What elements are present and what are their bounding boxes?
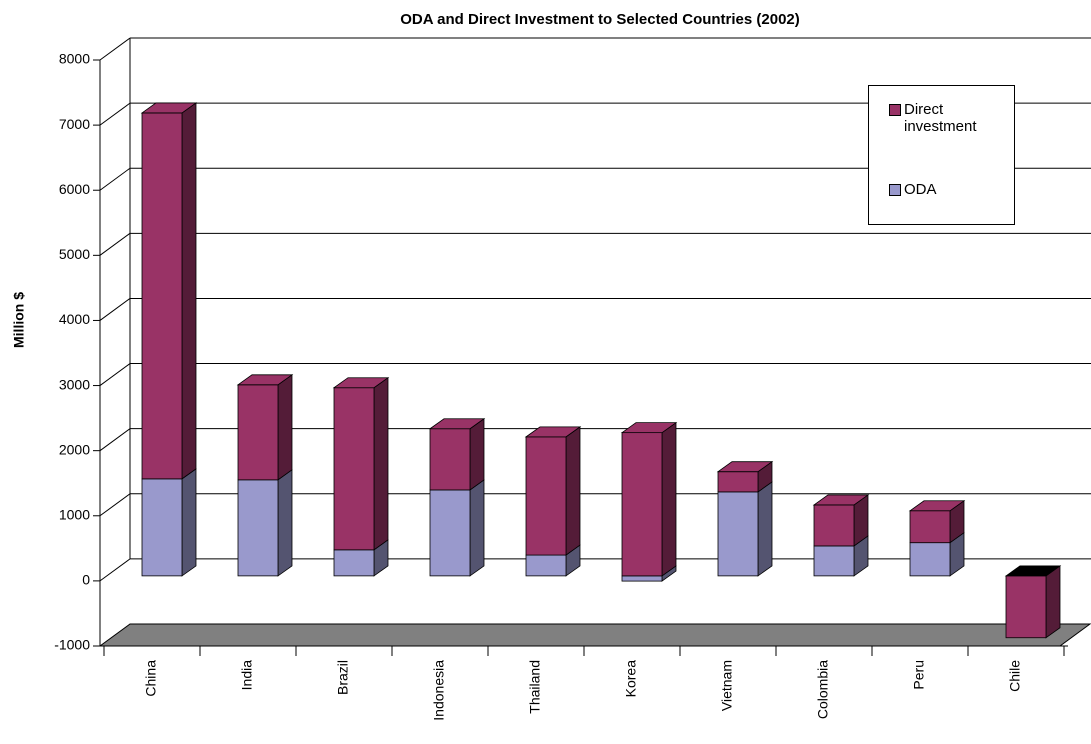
bar-side bbox=[565, 426, 581, 556]
grid-diag bbox=[99, 558, 131, 582]
chart-title: ODA and Direct Investment to Selected Co… bbox=[400, 11, 800, 28]
grid-diag bbox=[99, 232, 131, 256]
bar bbox=[1005, 575, 1047, 639]
bar bbox=[621, 432, 663, 577]
legend-swatch bbox=[889, 104, 901, 116]
bar bbox=[333, 549, 375, 577]
bar bbox=[813, 504, 855, 547]
bar-side bbox=[469, 479, 485, 577]
bar bbox=[141, 112, 183, 480]
x-tick-label: China bbox=[143, 660, 159, 697]
bar-top bbox=[812, 494, 870, 506]
grid-diag bbox=[99, 298, 131, 321]
bar bbox=[525, 554, 567, 577]
grid-diag bbox=[99, 167, 131, 191]
legend-item: ODA bbox=[889, 181, 1009, 198]
bar bbox=[621, 575, 663, 582]
bar bbox=[813, 545, 855, 577]
x-tick-label: Brazil bbox=[335, 660, 351, 695]
legend-item: Direct investment bbox=[889, 101, 1009, 135]
bar-top bbox=[716, 461, 774, 473]
legend-label: ODA bbox=[904, 181, 937, 198]
bar-top bbox=[908, 500, 966, 512]
x-tick-label: Peru bbox=[911, 660, 927, 690]
bar bbox=[429, 489, 471, 577]
bar-side bbox=[181, 102, 197, 480]
x-tick-label: India bbox=[239, 660, 255, 691]
legend: Direct investment ODA bbox=[868, 85, 1015, 225]
bar bbox=[909, 510, 951, 544]
bar-side bbox=[661, 421, 677, 577]
x-tick-label: Colombia bbox=[815, 660, 831, 719]
y-tick-label: 8000 bbox=[59, 51, 90, 67]
y-tick-label: 6000 bbox=[59, 181, 90, 197]
grid-diag bbox=[99, 102, 131, 126]
y-tick-label: 3000 bbox=[59, 376, 90, 392]
grid-diag bbox=[99, 363, 131, 386]
bar bbox=[717, 471, 759, 493]
x-tick-label: Indonesia bbox=[431, 660, 447, 721]
grid-diag bbox=[99, 37, 131, 61]
y-tick-label: 1000 bbox=[59, 506, 90, 522]
x-tick-label: Chile bbox=[1007, 660, 1023, 692]
y-tick-label: 0 bbox=[82, 572, 90, 588]
grid-diag bbox=[99, 428, 131, 452]
bar-top bbox=[620, 422, 678, 434]
y-tick-label: -1000 bbox=[54, 637, 90, 653]
bar-side bbox=[277, 374, 293, 481]
grid-diag bbox=[99, 493, 131, 517]
bar bbox=[717, 491, 759, 577]
legend-swatch bbox=[889, 184, 901, 196]
legend-label: Direct investment bbox=[904, 101, 977, 135]
bar-top bbox=[1004, 565, 1062, 577]
bar-top bbox=[332, 377, 390, 389]
y-tick-label: 5000 bbox=[59, 246, 90, 262]
bar-side bbox=[181, 468, 197, 577]
bar bbox=[525, 436, 567, 556]
bar bbox=[333, 387, 375, 551]
bar-side bbox=[277, 469, 293, 577]
y-tick-label: 7000 bbox=[59, 116, 90, 132]
bar-top bbox=[524, 426, 582, 438]
bar bbox=[141, 478, 183, 577]
bar bbox=[429, 428, 471, 491]
bar-side bbox=[757, 481, 773, 577]
bar-side bbox=[373, 376, 389, 551]
floor bbox=[98, 623, 1091, 647]
bar-side bbox=[469, 417, 485, 491]
bar bbox=[909, 542, 951, 577]
bar-top bbox=[236, 374, 294, 386]
y-tick-label: 2000 bbox=[59, 441, 90, 457]
y-axis-label: Million $ bbox=[11, 292, 27, 348]
x-tick-label: Thailand bbox=[527, 660, 543, 714]
x-tick-label: Vietnam bbox=[719, 660, 735, 711]
bar-top bbox=[428, 418, 486, 430]
x-tick-label: Korea bbox=[623, 660, 639, 698]
bar bbox=[237, 384, 279, 481]
bar-side bbox=[1045, 565, 1061, 639]
bar bbox=[237, 479, 279, 577]
y-tick-label: 4000 bbox=[59, 311, 90, 327]
bar-top bbox=[140, 102, 198, 114]
